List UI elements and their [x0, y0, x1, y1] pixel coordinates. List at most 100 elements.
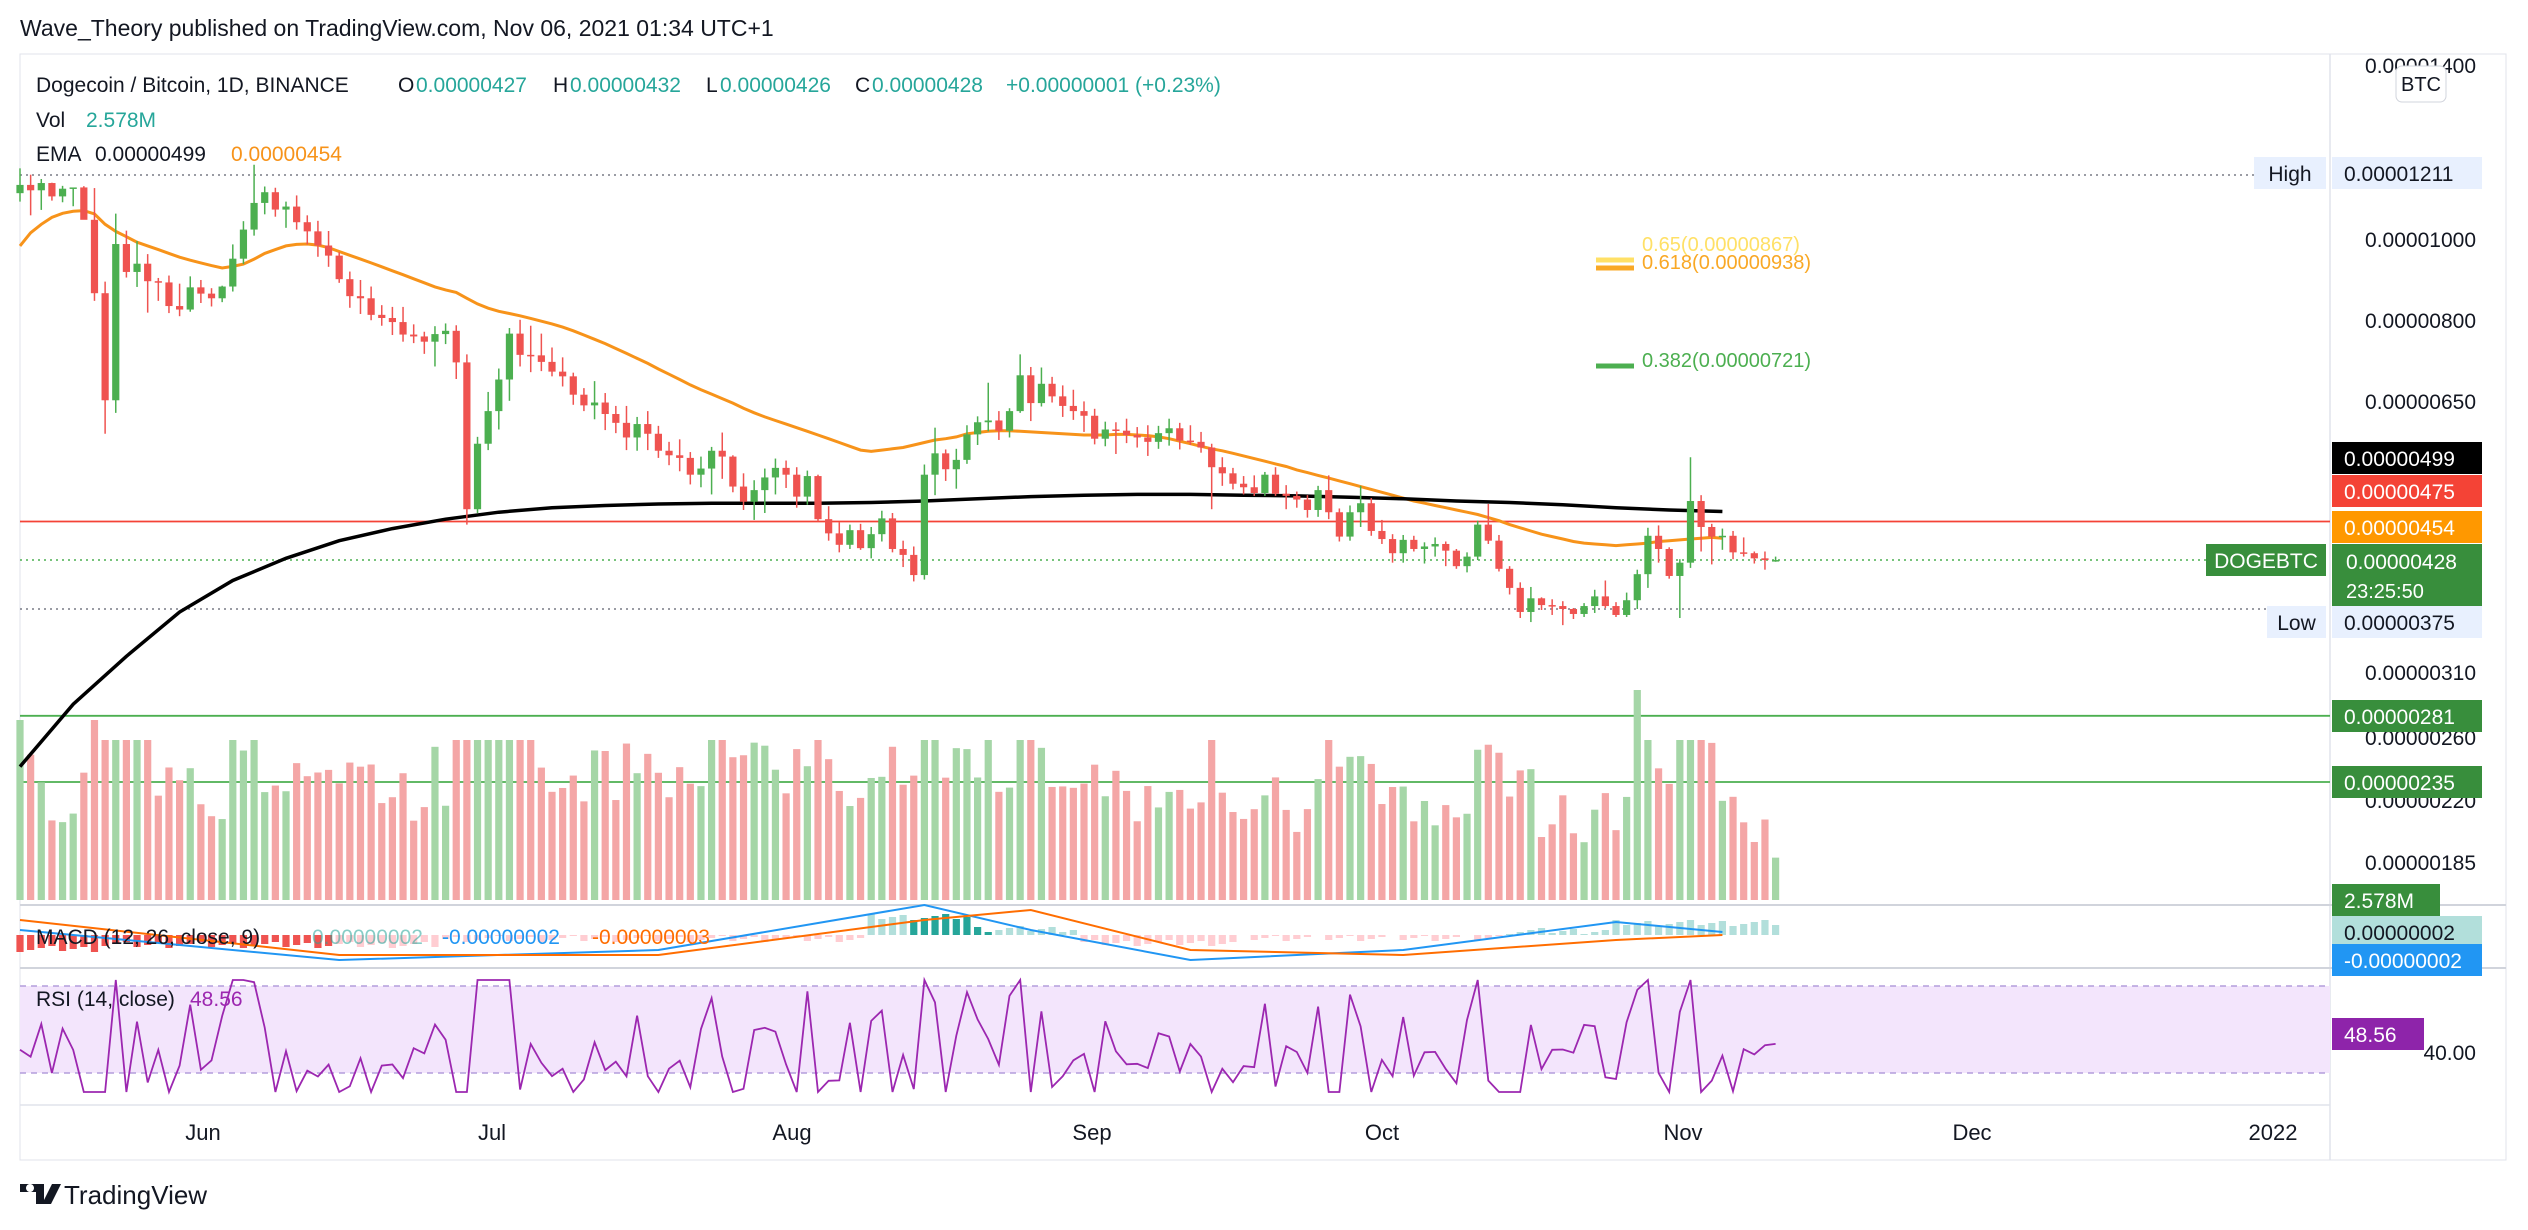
candle-body: [1750, 553, 1758, 559]
volume-bar: [1112, 770, 1120, 900]
macd-hist-bar: [1452, 935, 1460, 937]
macd-hist-bar: [1474, 935, 1482, 940]
macd-hist-bar: [1165, 935, 1173, 940]
rsi-axis-tick: 40.00: [2423, 1042, 2476, 1065]
volume-bar: [910, 775, 918, 900]
volume-bar: [324, 769, 333, 900]
candle-body: [1027, 375, 1035, 404]
candle-body: [1644, 535, 1652, 575]
macd-hist-bar: [771, 935, 780, 940]
candle-body: [1708, 526, 1716, 537]
candle-body: [473, 443, 482, 510]
candle-body: [612, 414, 620, 423]
volume-bar: [644, 753, 652, 900]
macd-hist-bar: [1686, 920, 1695, 935]
macd-hist-bar: [1186, 935, 1194, 943]
volume-bar: [495, 740, 503, 900]
candle-body: [27, 184, 35, 191]
volume-bar: [974, 777, 982, 900]
candle-body: [580, 394, 588, 406]
volume-bar: [1335, 766, 1343, 900]
price-label-red-level: [2332, 475, 2482, 507]
rsi-legend: RSI (14, close) 48.56: [36, 988, 243, 1011]
volume-bar: [399, 773, 407, 900]
macd-hist-bar: [1176, 935, 1184, 945]
macd-hist-bar: [814, 935, 822, 939]
candle-body: [1697, 501, 1705, 527]
macd-hist-bar: [1708, 923, 1716, 935]
volume-bar: [1527, 769, 1535, 900]
candle-body: [1271, 474, 1280, 494]
candle-body: [1623, 600, 1631, 615]
volume-bar: [527, 740, 535, 900]
volume-bar: [612, 800, 620, 900]
candle-body: [771, 467, 780, 478]
macd-hist-bar: [218, 935, 226, 945]
volume-bar: [1208, 740, 1216, 900]
volume-bar: [984, 740, 992, 900]
macd-hist-bar: [793, 935, 801, 936]
macd-hist-bar: [846, 935, 854, 940]
macd-hist-bar: [974, 927, 982, 935]
volume-bar: [580, 801, 588, 900]
candle-body: [303, 222, 311, 232]
legend-l-value: 0.00000426: [720, 74, 831, 97]
macd-hist-bar: [590, 935, 599, 939]
macd-hist-bar: [750, 935, 758, 937]
volume-bar: [1197, 802, 1205, 900]
macd-hist-bar: [1048, 927, 1056, 935]
candle-body: [1133, 434, 1141, 438]
candle-body: [442, 330, 450, 335]
volume-bar: [569, 775, 577, 900]
candle-body: [1378, 530, 1386, 540]
macd-hist-bar: [782, 935, 790, 938]
candle-body: [601, 402, 609, 415]
volume-bar: [1176, 789, 1184, 900]
candle-body: [1410, 539, 1418, 549]
volume-bar: [1325, 740, 1333, 900]
candle-body: [1388, 539, 1397, 554]
macd-hist-bar: [569, 935, 577, 936]
candle-body: [388, 317, 396, 323]
macd-hist-bar: [1761, 920, 1769, 935]
volume-bar: [1623, 796, 1631, 900]
volume-bar: [878, 776, 886, 900]
volume-bar: [1154, 807, 1163, 900]
currency-badge-box[interactable]: [2395, 65, 2447, 103]
macd-hist-bar: [388, 935, 396, 948]
candle-body: [324, 245, 333, 256]
chart-frame: [19, 53, 2507, 1161]
price-label-value-ema200: 0.00000499: [2344, 448, 2455, 471]
candle-body: [1059, 396, 1067, 406]
published-text: Wave_Theory published on TradingView.com…: [20, 15, 774, 41]
macd-hist-bar: [1591, 932, 1599, 935]
macd-hist-bar: [686, 935, 694, 942]
macd-hist-bar: [1154, 935, 1163, 942]
volume-bar: [1452, 817, 1460, 900]
rsi-legend-label: RSI (14, close): [36, 988, 175, 1011]
time-axis-label: Jul: [478, 1120, 506, 1145]
footer-brand: TradingView: [64, 1180, 207, 1210]
candle-body: [229, 258, 237, 287]
candle-body: [1091, 415, 1099, 439]
volume-bar: [920, 740, 928, 900]
macd-hist-bar: [271, 935, 279, 942]
volume-bar: [793, 749, 801, 900]
legend-l-label: L: [706, 74, 718, 97]
candle-body: [1122, 430, 1131, 435]
candle-body: [505, 333, 514, 380]
time-axis-label: Jun: [185, 1120, 220, 1145]
macd-hist-bar: [335, 935, 343, 944]
currency-badge[interactable]: BTC: [2401, 74, 2441, 96]
candle-body: [888, 518, 897, 549]
volume-bar: [1591, 809, 1599, 900]
volume-bar: [1654, 768, 1663, 900]
volume-bar: [271, 785, 279, 900]
volume-bar: [1410, 821, 1418, 900]
macd-hist-bar: [346, 935, 354, 942]
macd-hist-bar: [888, 917, 897, 935]
symbol-tag-box: [2206, 544, 2326, 576]
candle-body: [793, 474, 801, 497]
volume-bar: [665, 797, 673, 900]
volume-bar: [1420, 800, 1429, 900]
